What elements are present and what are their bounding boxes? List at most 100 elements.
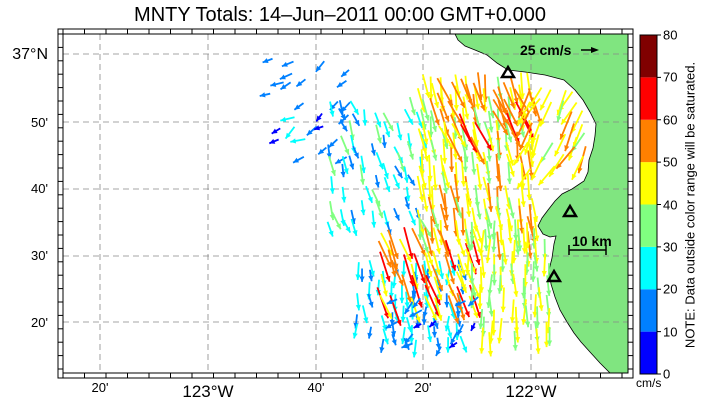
current-vector — [361, 305, 369, 324]
current-vector — [376, 287, 389, 319]
current-vector — [449, 260, 456, 276]
current-vector — [315, 60, 325, 73]
current-vector — [270, 81, 284, 87]
current-vector — [403, 254, 415, 287]
current-vector — [391, 333, 397, 346]
current-vector — [487, 332, 494, 357]
current-vector — [375, 151, 384, 170]
current-vector — [424, 227, 434, 257]
outer-frame — [57, 28, 634, 379]
current-vector — [465, 251, 471, 276]
current-vector — [424, 295, 438, 321]
current-vector — [271, 127, 281, 135]
current-vector — [290, 138, 306, 144]
current-vector — [412, 339, 418, 358]
current-vector — [441, 164, 450, 189]
current-vector — [386, 298, 398, 305]
current-vector — [506, 120, 521, 148]
current-vector — [433, 276, 443, 301]
current-vector — [447, 295, 460, 324]
current-vector — [370, 143, 376, 156]
current-vector — [444, 239, 457, 271]
current-vector — [446, 323, 453, 339]
current-vector — [472, 82, 486, 111]
current-vector — [488, 296, 494, 317]
current-vector — [487, 182, 494, 212]
current-vector — [388, 281, 394, 299]
current-vector — [340, 135, 350, 156]
current-vector — [374, 174, 380, 188]
current-vector — [338, 108, 347, 121]
current-vector — [500, 287, 506, 313]
current-vector — [399, 284, 405, 304]
current-vector — [516, 168, 531, 190]
current-vector — [421, 74, 431, 98]
current-vector — [432, 227, 441, 255]
current-vector — [448, 341, 458, 349]
current-vector — [441, 138, 448, 164]
current-vector — [485, 239, 492, 264]
current-vector — [341, 155, 349, 175]
current-vector — [403, 108, 414, 126]
current-vector — [456, 292, 466, 321]
current-vector — [486, 160, 492, 184]
current-vector — [462, 96, 470, 120]
current-vector — [411, 274, 423, 308]
lat-label-40: 40' — [31, 181, 48, 196]
colorbar-tick-label: 50 — [663, 154, 678, 170]
current-vector — [295, 78, 307, 88]
current-vector — [377, 240, 392, 268]
current-vector — [430, 139, 438, 161]
current-vector — [533, 217, 540, 242]
site-triangle-north — [499, 64, 517, 79]
current-vector — [410, 297, 421, 323]
current-vector — [341, 186, 347, 203]
current-vector — [413, 323, 422, 329]
current-vector — [401, 274, 412, 303]
current-vector — [512, 330, 518, 351]
current-vector — [404, 333, 414, 345]
current-vector — [497, 274, 503, 294]
current-vector — [469, 229, 475, 250]
current-vector — [359, 268, 365, 282]
current-vector — [355, 262, 361, 280]
lat-label-20: 20' — [31, 315, 48, 330]
current-vector — [432, 251, 441, 276]
current-vector — [348, 155, 355, 170]
current-vector — [409, 309, 423, 318]
current-vector — [533, 252, 539, 272]
current-vector — [326, 221, 334, 237]
current-vector — [492, 110, 509, 136]
current-vector — [362, 109, 368, 126]
current-vector — [360, 200, 366, 216]
current-vector — [497, 318, 503, 344]
current-vector — [438, 125, 455, 150]
current-vector — [539, 101, 553, 127]
current-vector — [530, 261, 536, 282]
current-vector — [359, 164, 366, 185]
current-vector — [382, 112, 394, 132]
lon-label-122w: 122°W — [505, 382, 557, 401]
colorbar-tick-label: 0 — [663, 366, 671, 382]
current-vector — [284, 126, 296, 140]
current-vector — [394, 165, 404, 179]
current-vector — [478, 308, 484, 330]
current-vector — [317, 146, 327, 155]
current-vector — [535, 328, 541, 354]
current-vector — [506, 153, 515, 177]
current-vector — [476, 163, 483, 190]
colorbar-unit: cm/s — [636, 376, 662, 390]
colorbar-cell — [640, 77, 657, 120]
current-vector — [262, 57, 273, 64]
current-vector — [389, 295, 402, 326]
current-vector — [375, 124, 382, 144]
current-vector — [519, 122, 533, 151]
current-vector — [449, 143, 455, 172]
current-vector — [406, 140, 414, 160]
current-vector — [404, 196, 410, 210]
current-vector — [412, 297, 421, 309]
colorbar-tick-label: 60 — [663, 112, 678, 128]
current-vector — [424, 252, 433, 277]
current-vector — [509, 299, 516, 323]
current-vector — [564, 123, 575, 152]
